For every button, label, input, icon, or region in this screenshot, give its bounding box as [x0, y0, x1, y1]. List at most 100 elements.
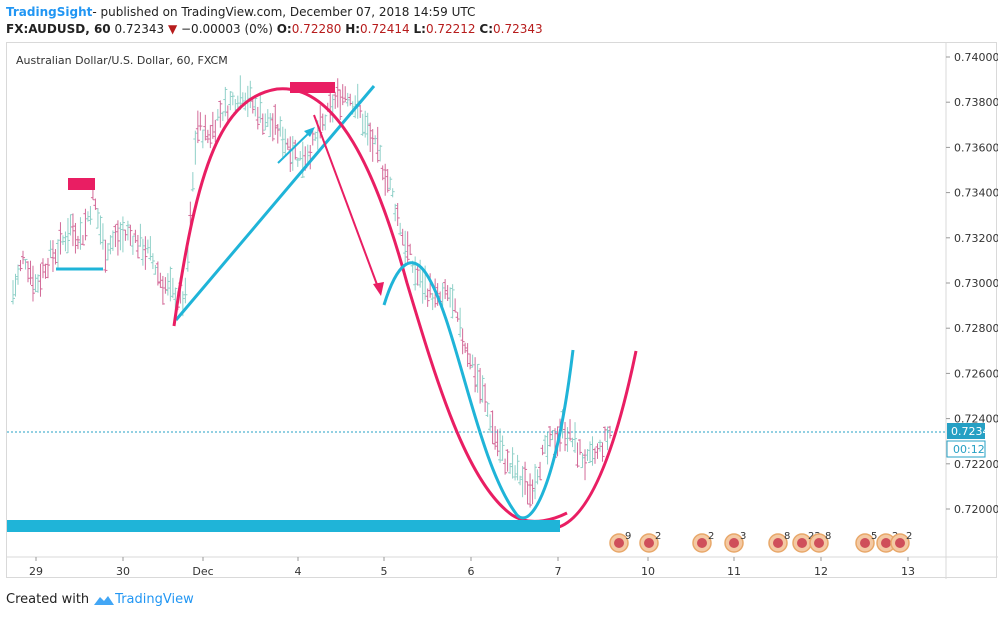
price-bar	[11, 280, 15, 305]
resistance-zone-left[interactable]	[68, 178, 95, 190]
price-bar	[365, 112, 370, 146]
arc-pink-large[interactable]	[172, 87, 568, 523]
support-zone-bottom[interactable]	[7, 520, 560, 532]
price-bar	[118, 222, 123, 251]
price-bar	[475, 363, 480, 393]
price-bar	[375, 126, 380, 163]
price-bar	[320, 113, 325, 131]
price-bar	[428, 273, 433, 298]
event-flag-icon[interactable]: 2	[890, 531, 912, 553]
price-bar	[385, 168, 390, 193]
price-bar	[208, 124, 213, 149]
drawings[interactable]	[7, 82, 638, 532]
resistance-zone-top[interactable]	[290, 82, 335, 93]
price-bar	[185, 247, 190, 272]
chart-svg[interactable]: Australian Dollar/U.S. Dollar, 60, FXCM …	[7, 43, 998, 579]
price-bar	[515, 454, 520, 481]
price-bar	[603, 426, 608, 441]
price-bar	[570, 437, 575, 448]
economic-events[interactable]: 92238228522	[609, 531, 912, 553]
chart-area[interactable]: Australian Dollar/U.S. Dollar, 60, FXCM …	[6, 42, 998, 579]
price-bar	[63, 231, 68, 252]
price-bar	[393, 203, 398, 222]
pink-arrow[interactable]	[313, 114, 380, 291]
event-flag-icon[interactable]: 8	[809, 531, 831, 553]
price-bar	[583, 449, 588, 481]
price-bar	[513, 465, 518, 481]
event-flag-icon[interactable]: 2	[639, 531, 661, 553]
price-bar	[33, 274, 38, 293]
price-bar	[138, 223, 143, 247]
price-bar	[405, 231, 410, 265]
price-bar	[140, 238, 145, 266]
price-bar	[425, 288, 430, 307]
price-bar	[70, 213, 75, 247]
price-bar	[143, 236, 148, 270]
publish-line: TradingSight- published on TradingView.c…	[6, 4, 996, 21]
price-bar	[30, 265, 35, 302]
price-bar	[288, 136, 293, 173]
price-change: −0.00003 (0%)	[181, 22, 273, 36]
price-bar	[95, 208, 100, 229]
arc-cyan[interactable]	[382, 261, 575, 520]
price-bar	[265, 109, 270, 127]
price-bar	[450, 284, 455, 319]
price-bar	[520, 465, 525, 498]
price-bar	[360, 113, 365, 136]
price-bar	[533, 464, 538, 500]
price-bar	[460, 328, 465, 355]
price-bar	[420, 269, 425, 304]
price-bar	[125, 220, 130, 241]
price-bar	[85, 211, 90, 222]
price-bar	[348, 93, 353, 106]
tradingview-logo-icon	[94, 595, 115, 605]
tradingview-label: TradingView	[115, 592, 194, 607]
price-bar	[333, 91, 338, 109]
cyan-arrow-head-icon	[304, 127, 315, 137]
price-bar	[223, 86, 228, 117]
cyan-arrow[interactable]	[277, 129, 313, 164]
price-axis[interactable]: 0.74000 0.73800 0.73600 0.73400 0.73200 0.730…	[946, 51, 998, 516]
price-bar	[493, 425, 498, 450]
event-flag-icon[interactable]: 2	[692, 531, 714, 553]
price-bars	[11, 75, 612, 508]
open-label: O:	[276, 22, 292, 36]
event-flag-icon[interactable]: 8	[768, 531, 790, 553]
price-bar	[160, 275, 165, 305]
price-bar	[498, 428, 503, 463]
price-bar	[210, 111, 215, 139]
price-bar	[258, 95, 263, 123]
close-value: 0.72343	[493, 22, 543, 36]
symbol-label[interactable]: FX:AUDUSD, 60	[6, 22, 111, 36]
x-tick-label: 6	[468, 565, 475, 578]
price-bar	[28, 260, 33, 285]
y-tick-label: 0.73200	[954, 232, 998, 245]
down-arrow-icon: ▼	[167, 22, 178, 36]
time-axis[interactable]: 29 30 Dec 4 5 6 7 10 11 12 13	[29, 557, 915, 578]
arc-pink-right[interactable]	[558, 350, 638, 529]
price-bar	[53, 249, 58, 265]
x-tick-label: 7	[555, 565, 562, 578]
price-bar	[205, 129, 210, 144]
price-bar	[268, 113, 273, 138]
price-bar	[573, 422, 578, 453]
price-bar	[60, 235, 65, 246]
y-tick-label: 0.72000	[954, 503, 998, 516]
event-flag-icon[interactable]: 3	[724, 531, 746, 553]
price-bar	[263, 113, 268, 131]
price-bar	[88, 206, 93, 225]
ohlc-line: FX:AUDUSD, 60 0.72343 ▼ −0.00003 (0%) O:…	[6, 21, 996, 38]
price-bar	[370, 129, 375, 162]
event-flag-icon[interactable]: 9	[609, 531, 631, 553]
price-bar	[563, 421, 568, 452]
price-bar	[15, 264, 20, 285]
tradingview-link[interactable]: TradingView	[93, 592, 194, 607]
price-bar	[455, 312, 460, 322]
price-bar	[255, 106, 260, 130]
price-bar	[495, 429, 500, 457]
event-flag-icon[interactable]: 5	[855, 531, 877, 553]
price-bar	[135, 234, 140, 259]
price-bar	[170, 277, 175, 299]
x-tick-label: 13	[901, 565, 915, 578]
author-name[interactable]: TradingSight	[6, 5, 93, 19]
